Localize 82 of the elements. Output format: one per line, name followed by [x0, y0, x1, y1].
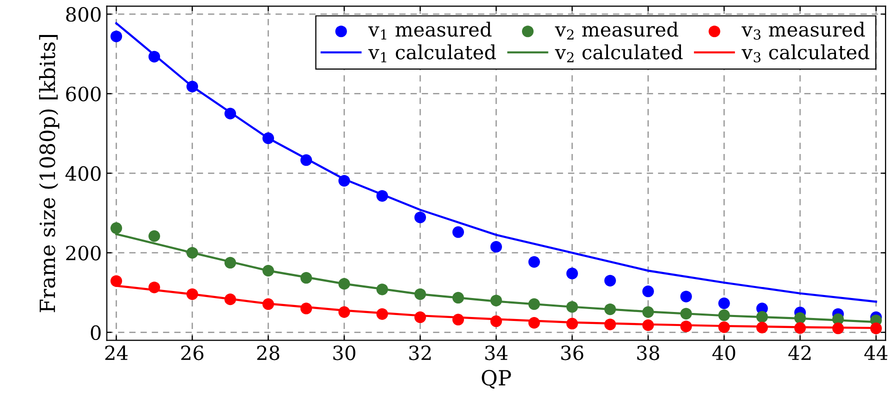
point	[718, 321, 730, 333]
x-tick-label: 44	[864, 346, 888, 360]
legend-label: v$_{1}$ calculated	[368, 44, 496, 62]
point	[300, 302, 312, 314]
point	[528, 316, 540, 329]
point	[338, 278, 350, 290]
point	[452, 314, 464, 326]
y-tick-label: 200	[66, 246, 101, 260]
point	[604, 274, 616, 286]
point	[490, 294, 502, 306]
point	[186, 246, 198, 259]
y-tick-label: 800	[66, 7, 101, 22]
point	[110, 222, 122, 234]
point	[148, 282, 160, 294]
point	[794, 312, 806, 324]
point	[338, 306, 350, 318]
point	[642, 306, 654, 318]
point	[452, 226, 464, 238]
point	[566, 301, 578, 313]
point	[338, 174, 350, 187]
point	[262, 298, 274, 310]
point	[680, 320, 692, 332]
point	[718, 309, 730, 322]
point	[680, 290, 692, 302]
point	[566, 318, 578, 330]
point	[376, 190, 388, 202]
point	[832, 322, 844, 334]
x-axis-title: QP	[482, 370, 511, 389]
point	[186, 80, 198, 92]
point	[604, 318, 616, 330]
point	[604, 303, 616, 316]
point	[110, 30, 122, 42]
x-tick-label: 40	[712, 346, 736, 360]
point	[376, 308, 388, 320]
point	[148, 230, 160, 242]
point	[376, 284, 388, 296]
line-series	[115, 22, 878, 303]
x-tick-label: 34	[485, 346, 508, 360]
point	[490, 241, 502, 253]
point	[680, 308, 692, 320]
point	[414, 288, 426, 300]
point	[528, 298, 540, 310]
point	[224, 294, 236, 306]
x-tick-label: 38	[637, 346, 660, 360]
point	[718, 297, 730, 310]
legend-label: v$_{2}$ measured	[554, 22, 678, 40]
point	[262, 264, 274, 276]
point	[642, 286, 654, 298]
point	[452, 292, 464, 304]
point	[490, 315, 502, 328]
point	[148, 50, 160, 62]
point	[756, 322, 768, 334]
x-tick-label: 26	[181, 346, 204, 360]
y-tick-label: 600	[66, 86, 101, 102]
point	[794, 322, 806, 334]
x-tick-label: 32	[409, 346, 431, 360]
point	[870, 322, 882, 334]
point	[566, 268, 578, 280]
x-tick-label: 42	[788, 346, 811, 360]
point	[224, 108, 236, 120]
y-axis-title: Frame size (1080p) [kbits]	[39, 35, 60, 312]
point	[300, 154, 312, 166]
point	[300, 272, 312, 284]
point	[414, 311, 426, 324]
legend-label: v$_{2}$ calculated	[554, 44, 683, 62]
y-tick-label: 400	[65, 166, 101, 181]
point	[186, 288, 198, 300]
point	[642, 319, 654, 331]
y-tick-label: 0	[90, 325, 101, 340]
legend-label: v$_{3}$ measured	[742, 22, 865, 40]
point	[262, 132, 274, 144]
point	[110, 275, 122, 287]
x-tick-label: 30	[333, 346, 356, 360]
point	[224, 256, 236, 269]
x-tick-label: 36	[561, 346, 584, 360]
legend-label: v$_{1}$ measured	[368, 22, 492, 40]
x-tick-label: 28	[257, 346, 280, 360]
point	[756, 311, 768, 323]
x-tick-label: 24	[105, 346, 128, 360]
point	[414, 212, 426, 224]
legend-label: v$_{3}$ calculated	[742, 44, 870, 62]
point	[528, 256, 540, 268]
